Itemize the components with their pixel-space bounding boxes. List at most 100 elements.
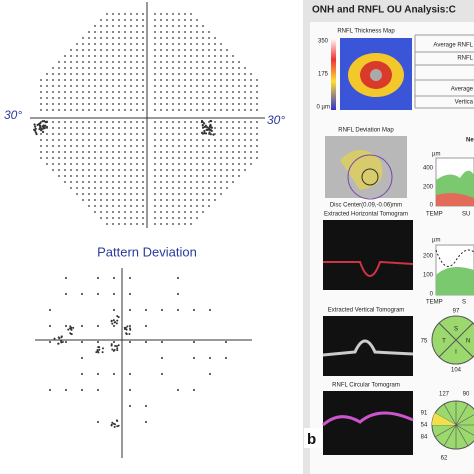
vf-point xyxy=(136,211,138,213)
vf-point xyxy=(154,157,156,159)
pd-point xyxy=(129,293,131,295)
vf-point xyxy=(250,127,252,129)
pd-point xyxy=(113,277,115,279)
vf-point xyxy=(52,109,54,111)
vf-point xyxy=(94,73,96,75)
vf-point xyxy=(52,79,54,81)
quadrant-value: 75 xyxy=(421,339,428,345)
vf-point xyxy=(82,139,84,141)
pd-point xyxy=(129,309,131,311)
vf-point xyxy=(46,91,48,93)
vf-point xyxy=(88,169,90,171)
vf-point xyxy=(190,205,192,207)
vf-point xyxy=(160,139,162,141)
vf-point xyxy=(70,151,72,153)
vf-point xyxy=(178,187,180,189)
vf-point xyxy=(136,223,138,225)
vf-point xyxy=(196,55,198,57)
vf-point xyxy=(136,37,138,39)
vf-point xyxy=(190,169,192,171)
vf-point xyxy=(64,103,66,105)
vf-point xyxy=(88,139,90,141)
vf-point xyxy=(130,145,132,147)
vf-point xyxy=(106,103,108,105)
pd-defect xyxy=(70,333,73,336)
vf-point xyxy=(220,139,222,141)
vf-point xyxy=(52,169,54,171)
vf-point xyxy=(118,217,120,219)
vf-point xyxy=(244,103,246,105)
vf-point xyxy=(184,13,186,15)
vf-point xyxy=(100,61,102,63)
pd-defect xyxy=(116,315,119,318)
vf-point xyxy=(226,85,228,87)
vf-defect xyxy=(201,124,204,127)
vf-point xyxy=(40,151,42,153)
vf-point xyxy=(94,67,96,69)
vf-point xyxy=(100,31,102,33)
vf-point xyxy=(238,91,240,93)
vf-point xyxy=(160,223,162,225)
vf-point xyxy=(64,61,66,63)
vf-point xyxy=(190,157,192,159)
pd-point xyxy=(65,325,67,327)
vf-point xyxy=(166,31,168,33)
vf-point xyxy=(160,175,162,177)
vf-point xyxy=(250,109,252,111)
vf-point xyxy=(196,91,198,93)
unit: µm xyxy=(432,238,440,244)
vf-point xyxy=(64,79,66,81)
axis-label: S xyxy=(462,300,466,306)
pd-defect xyxy=(53,337,56,340)
vf-point xyxy=(190,139,192,141)
vf-point xyxy=(82,157,84,159)
vf-point xyxy=(220,43,222,45)
vf-point xyxy=(130,133,132,135)
vf-point xyxy=(112,67,114,69)
pd-point xyxy=(113,373,115,375)
vf-point xyxy=(160,193,162,195)
pd-point xyxy=(193,389,195,391)
vf-point xyxy=(130,217,132,219)
vf-defect xyxy=(41,130,45,134)
vf-point xyxy=(100,187,102,189)
vf-point xyxy=(130,175,132,177)
vf-point xyxy=(106,217,108,219)
vf-point xyxy=(214,37,216,39)
vf-point xyxy=(166,13,168,15)
vf-point xyxy=(136,103,138,105)
vf-point xyxy=(256,109,258,111)
vf-point xyxy=(58,67,60,69)
vf-point xyxy=(166,139,168,141)
vf-point xyxy=(76,109,78,111)
vf-point xyxy=(46,85,48,87)
vf-point xyxy=(214,97,216,99)
vf-point xyxy=(256,91,258,93)
vf-point xyxy=(190,73,192,75)
vf-point xyxy=(256,151,258,153)
vf-point xyxy=(172,61,174,63)
vf-point xyxy=(166,175,168,177)
vf-point xyxy=(238,67,240,69)
vf-point xyxy=(70,61,72,63)
vf-point xyxy=(76,61,78,63)
vf-point xyxy=(70,145,72,147)
vf-point xyxy=(172,223,174,225)
panel-title: RNFL Thickness Map xyxy=(337,29,395,35)
vf-point xyxy=(208,61,210,63)
vf-point xyxy=(82,199,84,201)
vf-point xyxy=(106,97,108,99)
vf-point xyxy=(124,169,126,171)
vf-point xyxy=(178,97,180,99)
vf-point xyxy=(190,193,192,195)
vf-point xyxy=(130,61,132,63)
vf-point xyxy=(124,193,126,195)
vf-point xyxy=(130,31,132,33)
vf-point xyxy=(172,19,174,21)
vf-point xyxy=(88,193,90,195)
vf-point xyxy=(208,181,210,183)
vf-point xyxy=(154,109,156,111)
vf-point xyxy=(70,127,72,129)
vf-point xyxy=(226,103,228,105)
vf-point xyxy=(154,73,156,75)
